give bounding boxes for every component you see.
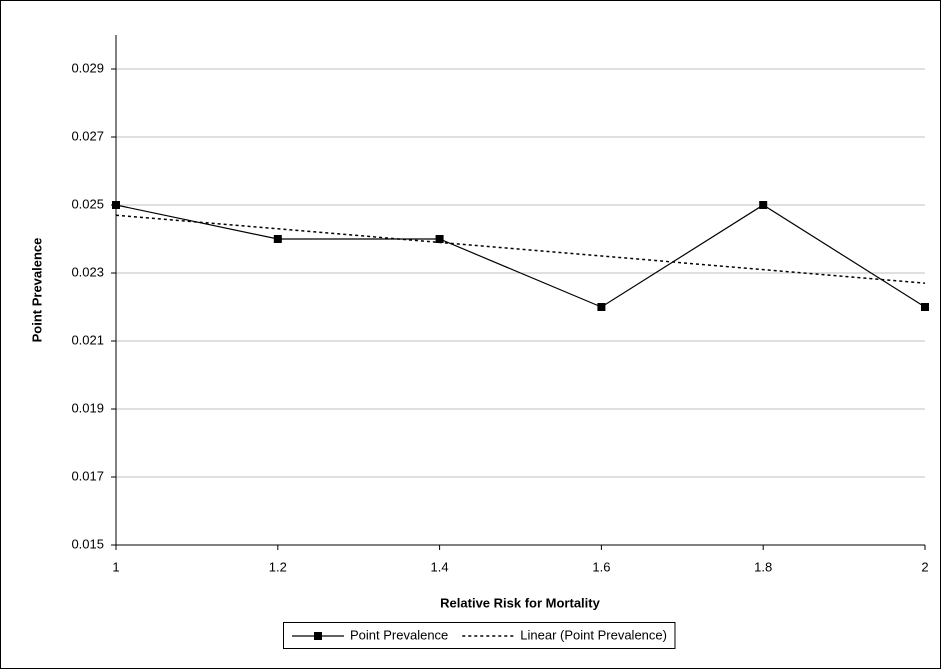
point-marker — [435, 235, 444, 243]
y-tick-label: 0.025 — [71, 196, 104, 211]
x-axis-title: Relative Risk for Mortality — [440, 595, 600, 610]
x-tick-label: 1.6 — [592, 559, 610, 574]
legend-marker — [314, 632, 322, 640]
point-marker — [112, 201, 120, 209]
point-marker — [597, 303, 606, 311]
point-marker — [273, 235, 282, 243]
series-line — [115, 204, 926, 308]
y-tick-label: 0.027 — [71, 128, 104, 143]
x-tick-label: 2 — [921, 559, 928, 574]
legend-box — [283, 622, 676, 649]
point-marker — [759, 201, 768, 209]
x-tick-label: 1 — [112, 559, 119, 574]
point-marker — [921, 303, 929, 311]
x-tick-label: 1.4 — [431, 559, 449, 574]
x-tick-label: 1.2 — [269, 559, 287, 574]
y-tick-label: 0.023 — [71, 264, 104, 279]
legend-label: Point Prevalence — [350, 627, 448, 642]
y-tick-label: 0.021 — [71, 332, 104, 347]
legend: Point Prevalence Linear (Point Prevalence… — [283, 622, 676, 649]
y-tick-label: 0.017 — [71, 468, 104, 483]
y-tick-label: 0.015 — [71, 536, 104, 551]
y-tick-label: 0.029 — [71, 60, 104, 75]
y-tick-label: 0.019 — [71, 400, 104, 415]
y-axis-title: Point Prevalence — [29, 238, 44, 343]
x-tick-label: 1.8 — [754, 559, 772, 574]
legend-label: Linear (Point Prevalence) — [520, 627, 667, 642]
